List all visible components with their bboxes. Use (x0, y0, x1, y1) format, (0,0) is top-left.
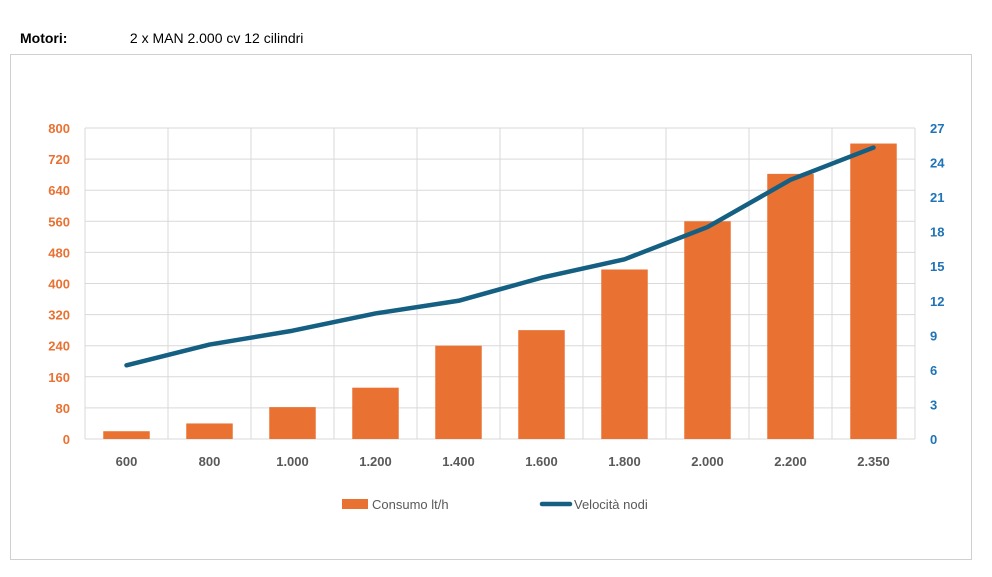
legend-label-velocita: Velocità nodi (574, 497, 648, 512)
left-axis-tick-label: 80 (56, 401, 70, 416)
x-axis-tick-label: 1.200 (359, 454, 392, 469)
right-axis-tick-label: 0 (930, 432, 937, 447)
right-axis-tick-label: 27 (930, 121, 944, 136)
right-axis-tick-label: 15 (930, 259, 944, 274)
x-axis-tick-label: 2.350 (857, 454, 890, 469)
bar-consumo (186, 423, 233, 439)
right-axis-tick-label: 24 (930, 156, 945, 171)
left-axis-tick-label: 320 (48, 308, 70, 323)
left-axis-tick-label: 400 (48, 277, 70, 292)
header-label: Motori: (20, 30, 68, 46)
legend-label-consumo: Consumo lt/h (372, 497, 449, 512)
bar-consumo (850, 143, 897, 440)
left-axis-tick-label: 640 (48, 183, 70, 198)
x-axis-tick-label: 1.400 (442, 454, 475, 469)
chart-header: Motori: 2 x MAN 2.000 cv 12 cilindri (20, 30, 303, 46)
bar-consumo (518, 330, 565, 439)
bar-consumo (269, 407, 316, 439)
bar-consumo (767, 173, 814, 439)
right-axis-tick-label: 18 (930, 225, 944, 240)
left-axis-tick-label: 720 (48, 152, 70, 167)
x-axis-tick-label: 1.000 (276, 454, 309, 469)
header-value: 2 x MAN 2.000 cv 12 cilindri (129, 30, 304, 46)
left-axis-tick-label: 480 (48, 245, 70, 260)
right-axis-tick-label: 9 (930, 328, 937, 343)
bar-consumo (435, 345, 482, 439)
bar-consumo (352, 387, 399, 439)
left-axis-tick-label: 800 (48, 121, 70, 136)
x-axis-tick-label: 2.200 (774, 454, 807, 469)
left-axis-tick-label: 0 (63, 432, 70, 447)
left-axis-tick-label: 240 (48, 339, 70, 354)
right-axis-tick-label: 12 (930, 294, 944, 309)
left-axis-tick-label: 560 (48, 214, 70, 229)
x-axis-tick-label: 1.600 (525, 454, 558, 469)
x-axis-tick-label: 600 (116, 454, 138, 469)
line-velocita (124, 145, 876, 368)
x-axis-tick-label: 1.800 (608, 454, 641, 469)
bar-consumo (684, 221, 731, 439)
chart-frame (10, 54, 972, 560)
right-axis-tick-label: 21 (930, 190, 944, 205)
left-axis-tick-label: 160 (48, 370, 70, 385)
right-axis-tick-label: 6 (930, 363, 937, 378)
bar-consumo (103, 431, 150, 439)
x-axis-tick-label: 800 (199, 454, 221, 469)
legend-swatch-bar (342, 499, 368, 509)
bar-consumo (601, 269, 648, 439)
right-axis-tick-label: 3 (930, 397, 937, 412)
x-axis-tick-label: 2.000 (691, 454, 724, 469)
